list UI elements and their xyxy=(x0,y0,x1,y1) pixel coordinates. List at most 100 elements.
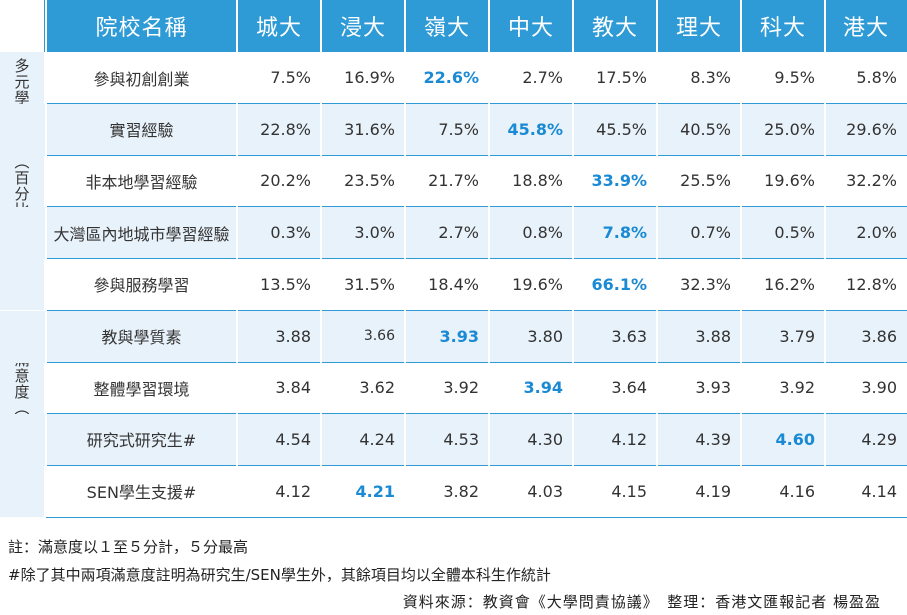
note-scale: 註：滿意度以１至５分計，５分最高 xyxy=(8,538,249,556)
table-row: 研究式研究生# 4.54 4.24 4.53 4.30 4.12 4.39 4.60 4.29 xyxy=(0,413,907,466)
table-cell: 45.8% xyxy=(507,119,563,139)
table-cell: 18.4% xyxy=(428,274,479,294)
table-cell: 4.12 xyxy=(611,429,647,449)
table-cell: 3.92 xyxy=(779,378,815,398)
row-label: 實習經驗 xyxy=(109,121,174,141)
row-divider xyxy=(46,464,907,466)
row-label: SEN學生支援# xyxy=(86,483,197,503)
column-divider xyxy=(404,0,406,517)
table-cell: 3.66 xyxy=(363,328,395,344)
table-cell: 18.8% xyxy=(512,171,563,191)
row-divider xyxy=(46,413,907,415)
table-cell: 3.0% xyxy=(354,223,395,243)
table-row: 非本地學習經驗 20.2% 23.5% 21.7% 18.8% 33.9% 25.5% 19.… xyxy=(0,155,907,208)
row-label: 大灣區內地城市學習經驗 xyxy=(53,224,230,244)
table-cell: 32.2% xyxy=(846,171,897,191)
table-cell: 33.9% xyxy=(591,171,647,191)
table-cell: 31.6% xyxy=(344,119,395,139)
table-cell: 3.88 xyxy=(275,326,311,346)
table-header: 院校名稱 城大 浸大 嶺大 中大 教大 理大 科大 港大 xyxy=(0,0,907,52)
table-cell: 21.7% xyxy=(428,171,479,191)
table-cell: 3.84 xyxy=(275,378,311,398)
row-divider xyxy=(46,103,907,104)
column-divider xyxy=(488,0,490,517)
table-cell: 7.8% xyxy=(602,223,647,243)
table-row: 參與服務學習 13.5% 31.5% 18.4% 19.6% 66.1% 32.3% 16.2… xyxy=(0,259,907,311)
table-cell: 3.80 xyxy=(527,326,563,346)
note-scope: #除了其中兩項滿意度註明為研究生/SEN學生外，其餘項目均以全體本科生作統計 xyxy=(8,566,551,584)
table-cell: 4.53 xyxy=(443,429,479,449)
row-divider xyxy=(46,309,907,311)
source-credit: 資料來源：教資會《大學問責協議》 整理：香港文匯報記者 楊盈盈 xyxy=(402,593,881,611)
table-cell: 2.0% xyxy=(856,223,897,243)
row-divider xyxy=(46,361,907,363)
header-cuhk: 中大 xyxy=(507,16,554,41)
table-cell: 0.3% xyxy=(270,223,311,243)
table-cell: 3.90 xyxy=(861,378,897,398)
table-cell: 22.6% xyxy=(423,68,479,87)
table-cell: 4.24 xyxy=(359,429,395,449)
table-cell: 13.5% xyxy=(260,274,311,294)
table-cell: 16.9% xyxy=(344,68,395,87)
table-cell: 3.88 xyxy=(695,326,731,346)
table-cell: 12.8% xyxy=(846,274,897,294)
table-cell: 3.92 xyxy=(443,378,479,398)
table-cell: 25.5% xyxy=(680,171,731,191)
table-cell: 2.7% xyxy=(438,223,479,243)
table-cell: 0.7% xyxy=(690,223,731,243)
header-polyu: 理大 xyxy=(675,16,722,41)
table-cell: 4.60 xyxy=(775,429,815,449)
table-cell: 4.19 xyxy=(695,481,731,501)
table-cell: 20.2% xyxy=(260,171,311,191)
table-cell: 4.54 xyxy=(275,429,311,449)
row-label: 整體學習環境 xyxy=(93,379,190,399)
group-learning-opportunities: 多元學習機會（百分比） xyxy=(0,52,44,310)
table-cell: 4.29 xyxy=(861,429,897,449)
table-cell: 4.12 xyxy=(275,481,311,501)
column-divider xyxy=(236,0,238,517)
row-divider xyxy=(46,258,907,260)
column-divider xyxy=(320,0,322,517)
table-cell: 3.63 xyxy=(611,326,647,346)
table-cell: 4.21 xyxy=(355,481,395,501)
table-cell: 16.2% xyxy=(764,274,815,294)
table-cell: 3.86 xyxy=(861,326,897,346)
table-cell: 23.5% xyxy=(344,171,395,191)
header-lingnan: 嶺大 xyxy=(423,16,470,41)
table-cell: 22.8% xyxy=(260,119,311,139)
header-school-name: 院校名稱 xyxy=(95,16,188,41)
header-eduhk: 教大 xyxy=(591,16,638,41)
table-cell: 19.6% xyxy=(512,274,563,294)
table-cell: 17.5% xyxy=(596,68,647,87)
table-row: 整體學習環境 3.84 3.62 3.92 3.94 3.64 3.93 3.92 3.90 xyxy=(0,362,907,415)
table-cell: 19.6% xyxy=(764,171,815,191)
column-divider xyxy=(45,0,47,517)
table-cell: 4.39 xyxy=(695,429,731,449)
header-cityu: 城大 xyxy=(255,16,302,41)
column-divider xyxy=(656,0,658,517)
column-divider xyxy=(740,0,742,517)
table-cell: 9.5% xyxy=(774,68,815,87)
table-cell: 7.5% xyxy=(270,68,311,87)
row-divider xyxy=(46,516,907,518)
table-cell: 3.93 xyxy=(439,326,479,346)
row-label: 教與學質素 xyxy=(101,328,182,347)
table-cell: 40.5% xyxy=(680,119,731,139)
table-cell: 25.0% xyxy=(764,119,815,139)
table-row: 參與初創創業 7.5% 16.9% 22.6% 2.7% 17.5% 8.3% 9.5% 5.8… xyxy=(0,52,907,104)
table-cell: 31.5% xyxy=(344,274,395,294)
table-cell: 8.3% xyxy=(690,68,731,87)
table-cell: 4.30 xyxy=(527,429,563,449)
table-cell: 3.79 xyxy=(779,326,815,346)
table-cell: 4.14 xyxy=(861,481,897,501)
table-row: 教與學質素 3.88 3.66 3.93 3.80 3.63 3.88 3.79 3.86 xyxy=(0,310,907,363)
table-cell: 5.8% xyxy=(856,68,897,87)
table-cell: 4.03 xyxy=(527,481,563,501)
table-cell: 3.93 xyxy=(695,378,731,398)
row-label: 非本地學習經驗 xyxy=(85,172,198,192)
table-cell: 3.94 xyxy=(523,378,563,398)
table-cell: 45.5% xyxy=(596,119,647,139)
header-hkbu: 浸大 xyxy=(339,16,386,41)
table-cell: 4.16 xyxy=(779,481,815,501)
table-row: SEN學生支援# 4.12 4.21 3.82 4.03 4.15 4.19 4.16 4.14 xyxy=(0,466,907,518)
